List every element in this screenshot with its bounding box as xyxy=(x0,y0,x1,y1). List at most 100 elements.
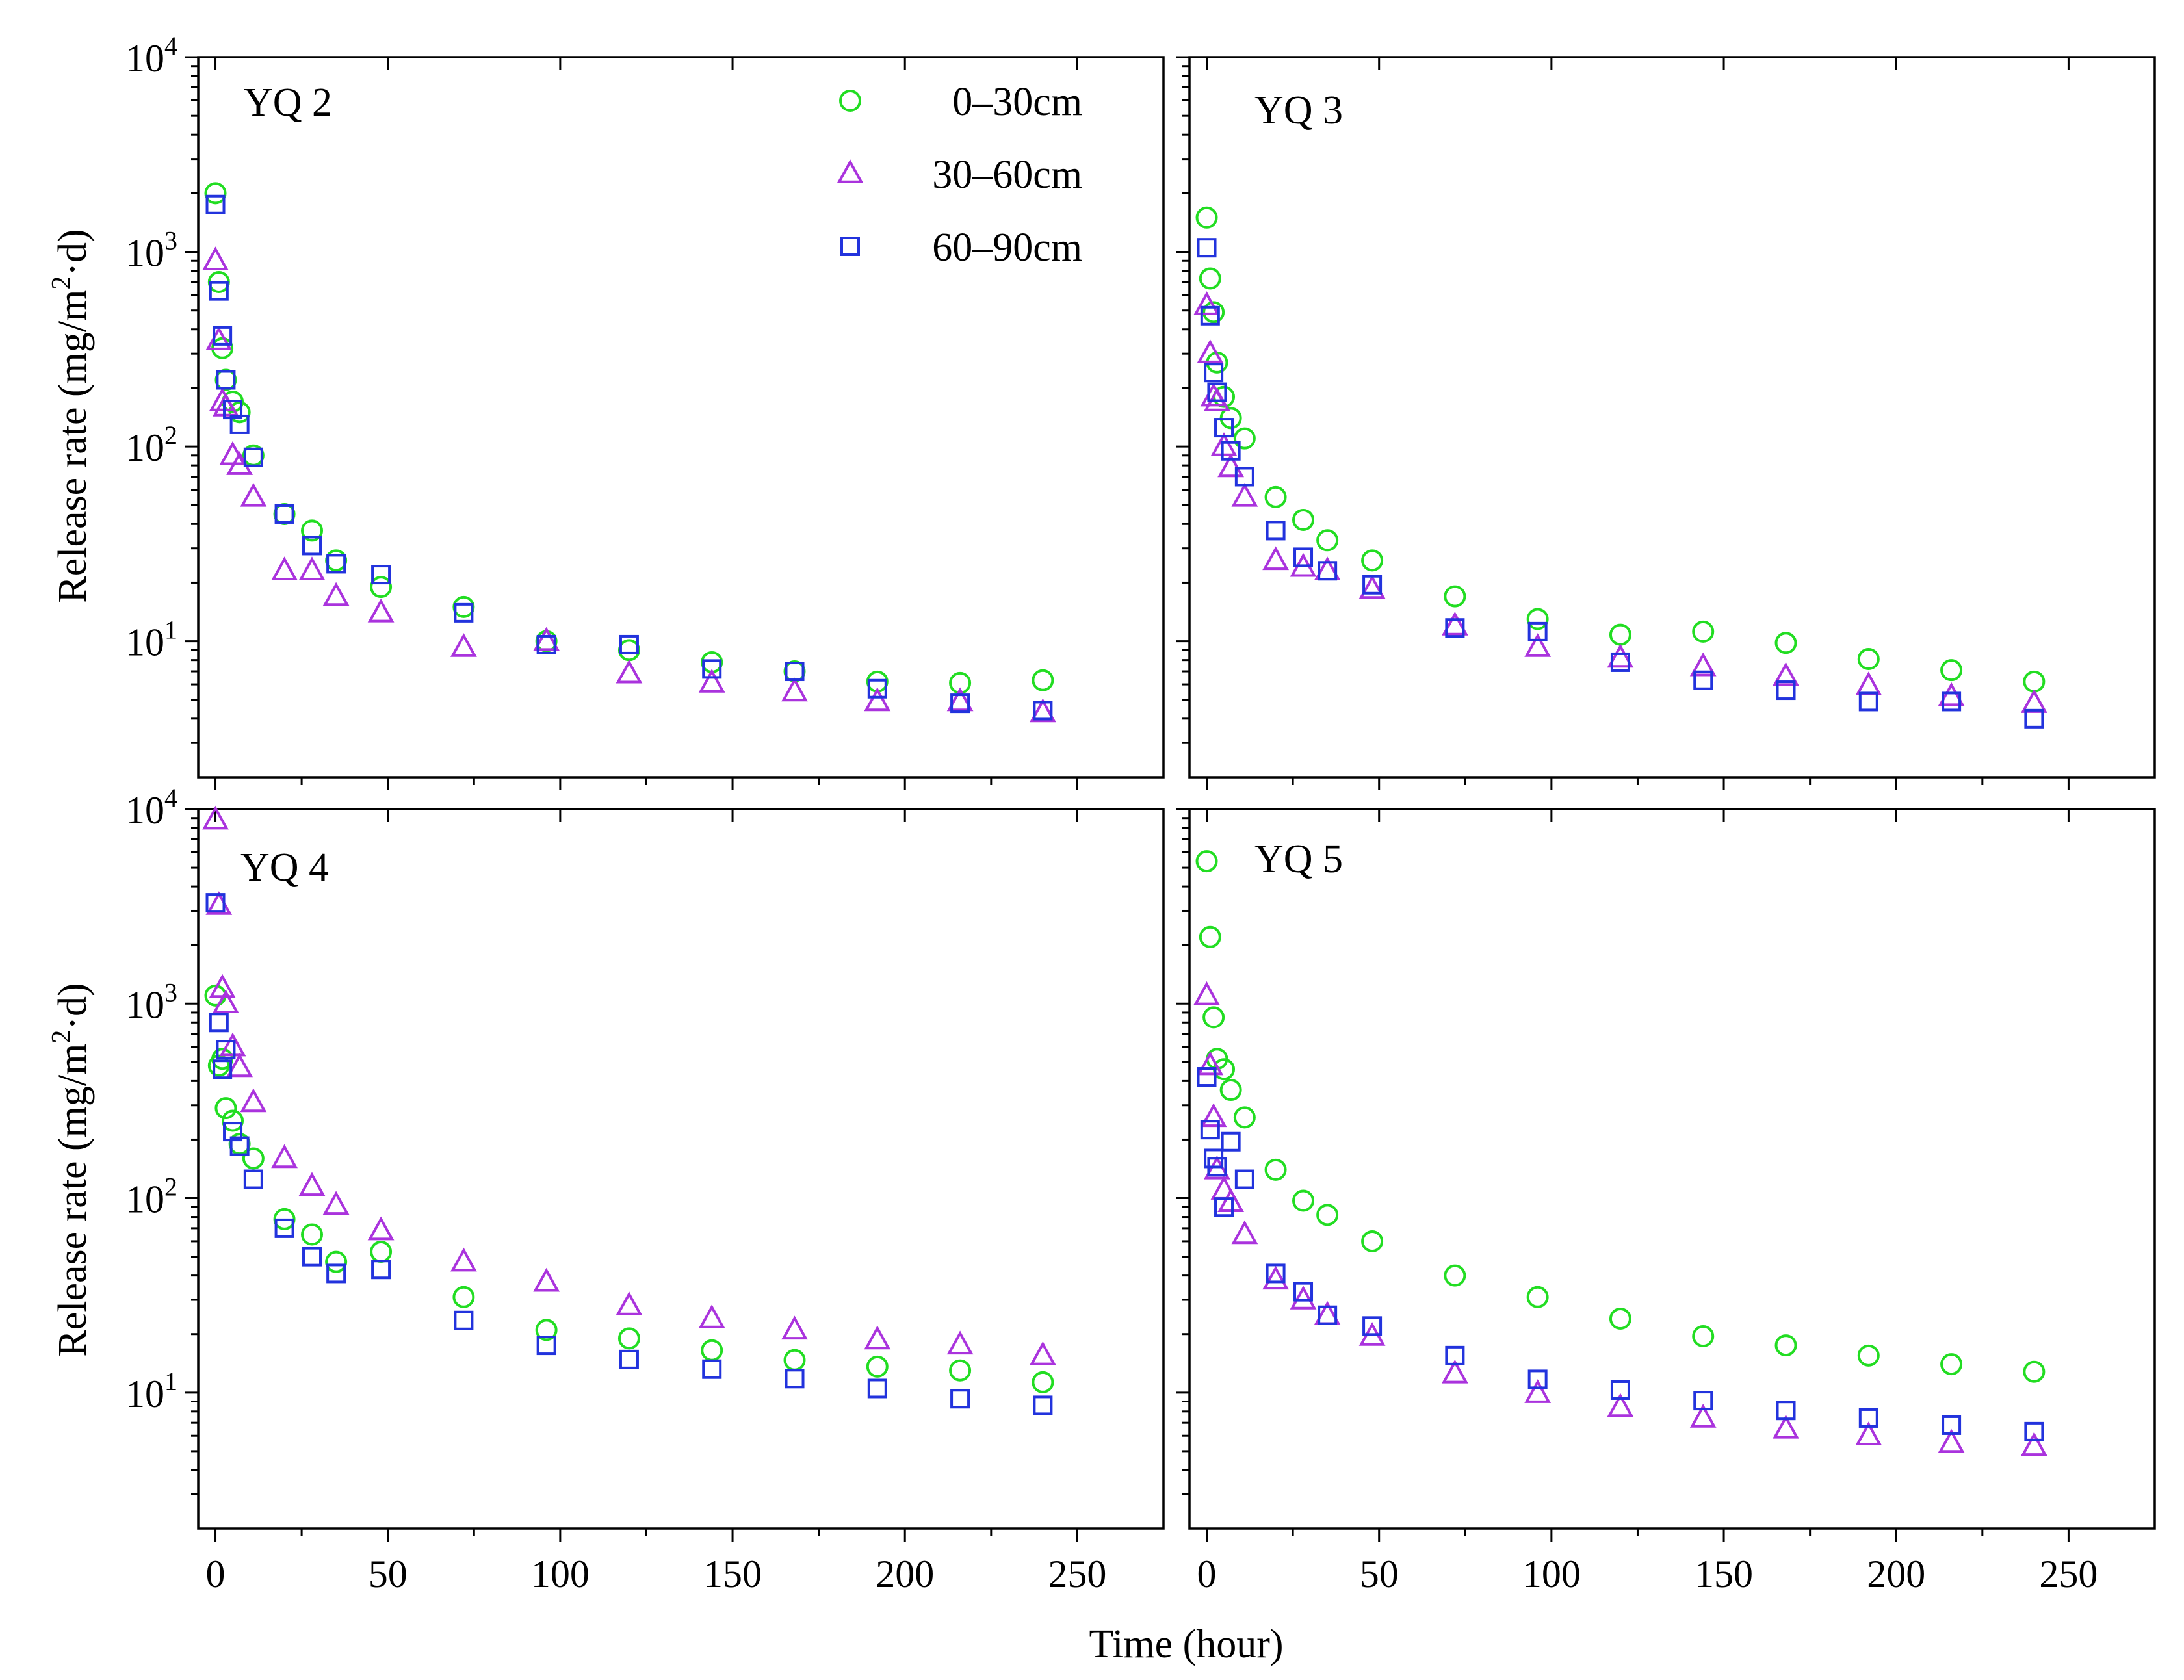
data-point xyxy=(1773,1414,1799,1439)
data-point xyxy=(1231,482,1258,507)
data-point xyxy=(1199,925,1221,948)
data-point xyxy=(1526,608,1549,630)
data-point xyxy=(702,659,722,679)
data-point xyxy=(864,1325,891,1350)
data-point xyxy=(1214,1197,1234,1217)
data-point xyxy=(1692,1325,1715,1348)
data-point xyxy=(1940,1353,1963,1376)
y-tick-label: 101 xyxy=(125,1367,177,1415)
data-point xyxy=(1219,1079,1242,1102)
data-point xyxy=(1195,850,1218,873)
data-point xyxy=(1609,1308,1632,1330)
data-point xyxy=(450,633,477,657)
data-point xyxy=(219,1032,246,1057)
data-point xyxy=(213,326,233,346)
data-point xyxy=(785,1369,805,1389)
x-tick-label: 50 xyxy=(369,1553,408,1596)
data-point xyxy=(1358,575,1386,599)
data-point xyxy=(1526,1286,1549,1308)
data-point xyxy=(2023,1360,2046,1383)
data-point xyxy=(1193,291,1220,315)
panel-label: YQ 5 xyxy=(1254,837,1343,881)
data-point xyxy=(781,677,808,702)
data-point xyxy=(1204,363,1224,383)
data-point xyxy=(370,576,393,599)
data-point xyxy=(1202,1006,1225,1029)
x-tick-label: 100 xyxy=(1522,1553,1581,1596)
y-tick-label: 103 xyxy=(125,226,177,275)
data-point xyxy=(616,1291,643,1315)
data-point xyxy=(367,1216,395,1241)
data-point xyxy=(949,1359,972,1382)
data-point xyxy=(1938,1428,1965,1453)
data-point xyxy=(535,1319,558,1341)
data-point xyxy=(213,392,239,417)
data-point xyxy=(1210,432,1238,456)
data-point xyxy=(301,1223,324,1246)
data-point xyxy=(1207,1157,1227,1177)
x-tick-label: 200 xyxy=(876,1553,934,1596)
data-point xyxy=(1202,301,1225,324)
data-point xyxy=(1294,547,1314,567)
data-point xyxy=(1689,1403,1717,1428)
data-point xyxy=(1773,662,1799,686)
data-point xyxy=(274,504,294,524)
legend: 0–30cm 30–60cm 60–90cm xyxy=(837,80,1082,270)
axis-tick-labels: YQ 2 101 102 103 104 YQ 3 YQ 4 0 50 100 150 200 250 1… xyxy=(47,31,2098,1596)
data-point xyxy=(1217,453,1244,478)
data-point xyxy=(1199,267,1221,290)
data-point xyxy=(864,687,891,712)
data-point xyxy=(223,1122,243,1142)
legend-marker xyxy=(837,159,864,183)
data-point xyxy=(1221,1131,1241,1152)
data-point xyxy=(229,1136,250,1156)
panel-frame xyxy=(197,56,1165,779)
y-tick-label: 102 xyxy=(125,1172,177,1221)
data-point xyxy=(1318,561,1338,581)
data-point xyxy=(1444,585,1466,608)
data-point xyxy=(326,554,346,574)
data-point xyxy=(1362,1316,1383,1336)
data-point xyxy=(1858,1408,1878,1428)
data-point xyxy=(1200,1103,1227,1128)
data-point xyxy=(536,634,556,654)
data-point xyxy=(322,1191,350,1215)
x-tick-label: 250 xyxy=(2039,1553,2098,1596)
data-point xyxy=(326,1263,346,1284)
legend-label: 0–30cm xyxy=(952,80,1082,124)
data-point xyxy=(1316,529,1339,552)
data-point xyxy=(946,687,974,712)
data-point xyxy=(1266,521,1286,541)
data-point xyxy=(785,662,805,682)
data-point xyxy=(216,1040,236,1060)
legend-marker xyxy=(840,237,860,256)
data-point xyxy=(213,1059,233,1079)
data-point xyxy=(271,556,298,580)
data-point xyxy=(1689,652,1717,677)
data-point xyxy=(1361,1230,1384,1252)
x-tick-label: 200 xyxy=(1867,1553,1925,1596)
data-point xyxy=(2021,689,2048,713)
data-point xyxy=(1197,1067,1217,1087)
data-point xyxy=(213,989,239,1013)
data-point xyxy=(1774,632,1797,654)
data-point xyxy=(1361,549,1384,572)
data-point xyxy=(322,582,350,606)
data-point xyxy=(1692,620,1715,643)
data-point xyxy=(702,1359,722,1379)
data-point xyxy=(2024,1421,2044,1441)
data-point xyxy=(243,1169,263,1189)
data-point xyxy=(1195,206,1218,229)
data-point xyxy=(298,1172,326,1196)
data-point xyxy=(698,1304,725,1328)
legend-label: 30–60cm xyxy=(932,153,1082,197)
data-point xyxy=(1774,1334,1797,1357)
data-point xyxy=(1318,1305,1338,1325)
data-points xyxy=(202,182,2048,1456)
data-point xyxy=(1693,670,1713,690)
y-tick-label: 103 xyxy=(125,977,177,1026)
y-axis-title-top: Release rate (mg/m2·d) xyxy=(47,229,95,602)
data-point xyxy=(950,693,970,714)
panel-label: YQ 2 xyxy=(244,81,332,125)
